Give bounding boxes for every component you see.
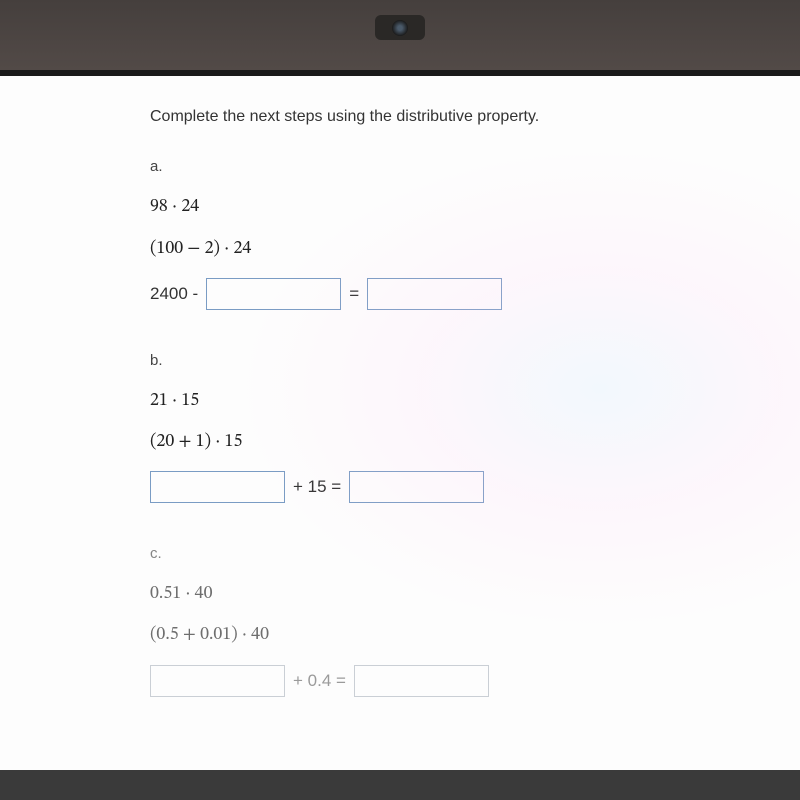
problem-c: c. 0.51 · 40 (0.5 + 0.01) · 40 + 0.4 = xyxy=(150,543,800,696)
problem-a: a. 98 · 24 (100 − 2) · 24 2400 - = xyxy=(150,156,800,309)
problem-c-input-2[interactable] xyxy=(354,665,489,697)
device-bezel-bottom xyxy=(0,770,800,800)
problem-b: b. 21 · 15 (20 + 1) · 15 + 15 = xyxy=(150,350,800,503)
problem-a-equals: = xyxy=(349,282,359,306)
problem-a-expression-2: (100 − 2) · 24 xyxy=(150,237,800,262)
problem-a-input-1[interactable] xyxy=(206,278,341,310)
problem-c-expression-1: 0.51 · 40 xyxy=(150,582,800,607)
problem-c-input-1[interactable] xyxy=(150,665,285,697)
camera-lens xyxy=(392,20,408,36)
problem-b-expression-2: (20 + 1) · 15 xyxy=(150,430,800,455)
worksheet-content: Complete the next steps using the distri… xyxy=(0,76,800,697)
problem-c-equation: + 0.4 = xyxy=(150,665,800,697)
camera-housing xyxy=(375,15,425,40)
problem-c-label: c. xyxy=(150,543,800,564)
problem-b-mid: + 15 = xyxy=(293,475,341,499)
problem-a-prefix: 2400 - xyxy=(150,282,198,306)
problem-c-expression-2: (0.5 + 0.01) · 40 xyxy=(150,623,800,648)
problem-b-input-2[interactable] xyxy=(349,471,484,503)
problem-a-label: a. xyxy=(150,156,800,177)
device-bezel-top xyxy=(0,0,800,70)
problem-b-input-1[interactable] xyxy=(150,471,285,503)
problem-c-mid: + 0.4 = xyxy=(293,669,346,693)
problem-b-expression-1: 21 · 15 xyxy=(150,389,800,414)
instruction-text: Complete the next steps using the distri… xyxy=(150,106,800,128)
problem-b-label: b. xyxy=(150,350,800,371)
problem-b-equation: + 15 = xyxy=(150,471,800,503)
screen-content: Complete the next steps using the distri… xyxy=(0,70,800,770)
problem-a-input-2[interactable] xyxy=(367,278,502,310)
problem-a-equation: 2400 - = xyxy=(150,278,800,310)
problem-a-expression-1: 98 · 24 xyxy=(150,195,800,220)
